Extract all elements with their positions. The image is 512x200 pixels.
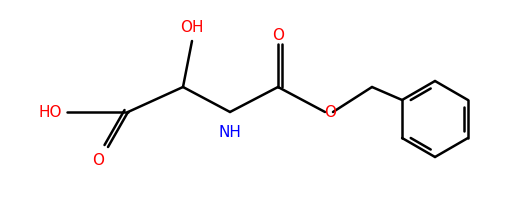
Text: NH: NH [219,124,242,139]
Text: O: O [272,27,284,42]
Text: OH: OH [180,20,204,35]
Text: HO: HO [38,105,61,120]
Text: O: O [92,153,104,168]
Text: O: O [324,105,336,120]
